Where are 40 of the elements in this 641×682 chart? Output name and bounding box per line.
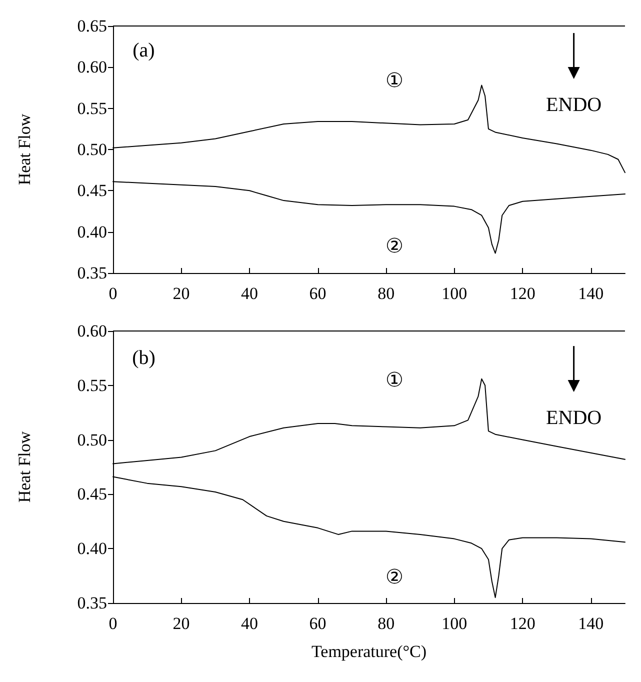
y-tick-label: 0.35 (77, 264, 107, 282)
x-tick-label: 100 (442, 614, 468, 633)
x-tick-label: 120 (510, 614, 536, 633)
x-tick-label: 140 (578, 614, 604, 633)
x-tick-label: 20 (172, 284, 190, 303)
x-tick-label: 40 (241, 284, 258, 303)
x-tick-label: 80 (378, 284, 395, 303)
annotation: ENDO (546, 407, 602, 430)
y-tick-label: 0.45 (77, 484, 107, 504)
x-tick-label: 0 (108, 284, 118, 303)
x-tick-label: 60 (309, 284, 326, 303)
annotation: ② (386, 236, 404, 258)
y-tick-label: 0.50 (77, 140, 107, 159)
y-axis-title: Heat Flow (15, 113, 34, 186)
y-axis-title: Heat Flow (15, 430, 34, 503)
y-tick-label: 0.35 (77, 594, 107, 612)
x-tick-label: 0 (108, 614, 118, 633)
annotation: (a) (132, 40, 155, 62)
annotation: ① (386, 370, 404, 392)
annotation: ① (386, 70, 404, 92)
x-tick-label: 60 (309, 614, 326, 633)
y-tick-label: 0.60 (77, 58, 107, 77)
annotation: ENDO (546, 94, 602, 116)
y-tick-label: 0.40 (77, 539, 107, 558)
x-tick-label: 100 (442, 284, 468, 303)
x-axis-title: Temperature(°C) (311, 642, 427, 661)
annotation: ② (386, 566, 404, 588)
y-tick-label: 0.50 (77, 430, 107, 450)
x-tick-label: 120 (510, 284, 536, 303)
y-tick-label: 0.40 (77, 222, 107, 242)
x-tick-label: 40 (241, 614, 258, 633)
x-tick-label: 140 (578, 284, 604, 303)
y-tick-label: 0.55 (77, 98, 107, 118)
y-tick-label: 0.55 (77, 376, 107, 395)
y-tick-label: 0.45 (77, 181, 107, 200)
x-tick-label: 80 (378, 614, 395, 633)
x-tick-label: 20 (172, 614, 190, 633)
annotation: (b) (132, 347, 156, 370)
y-tick-label: 0.60 (77, 322, 107, 340)
y-tick-label: 0.65 (77, 16, 107, 36)
